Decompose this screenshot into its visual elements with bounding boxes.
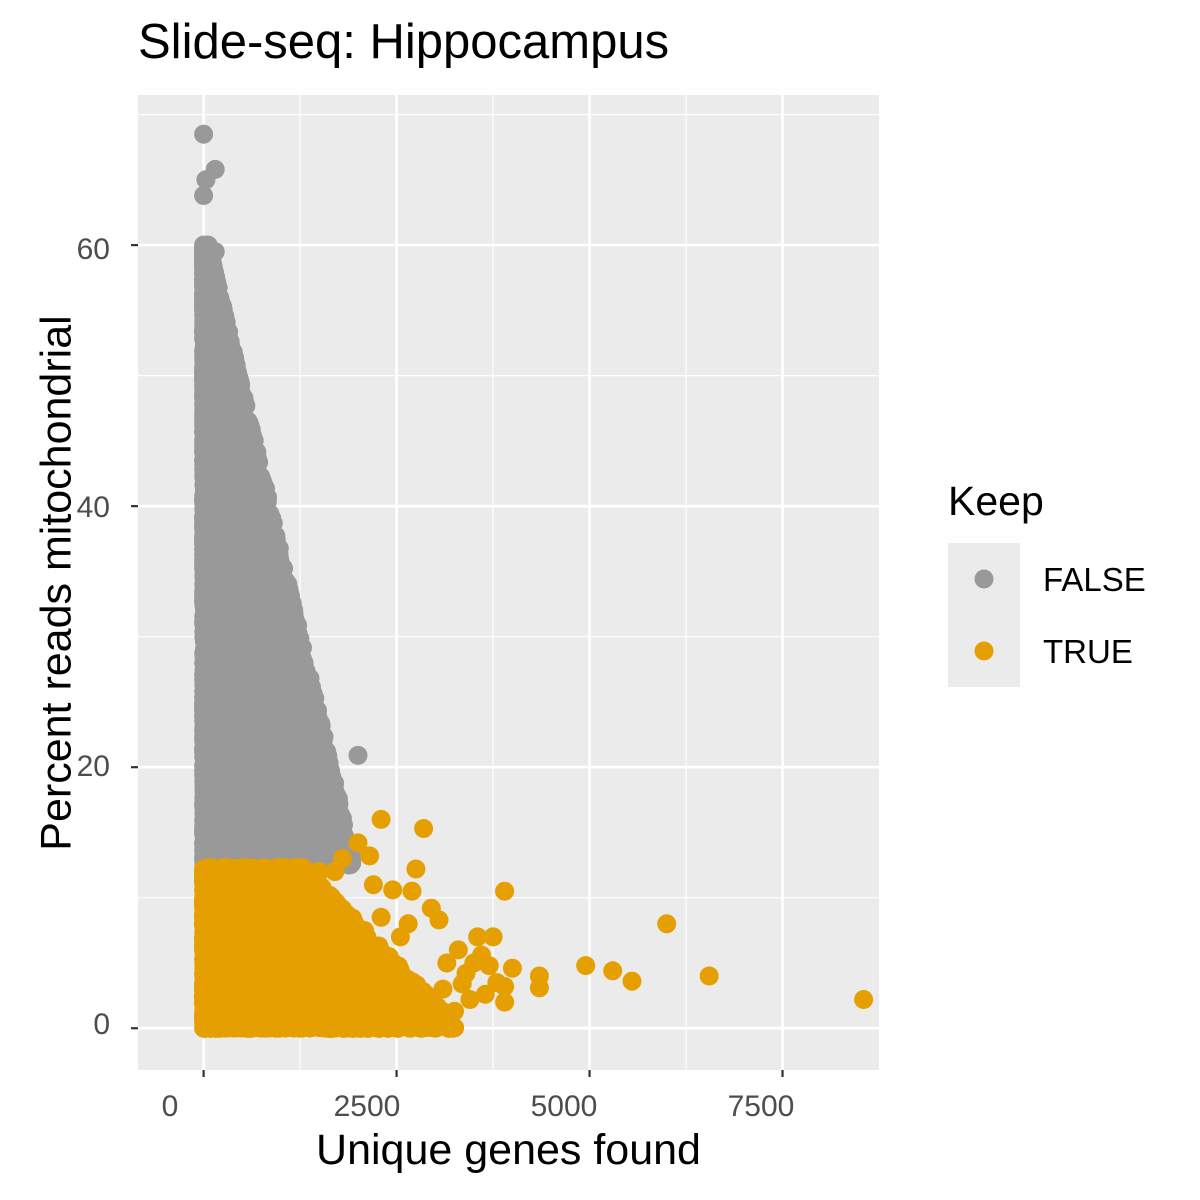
scatter-chart: [131, 95, 1020, 1077]
